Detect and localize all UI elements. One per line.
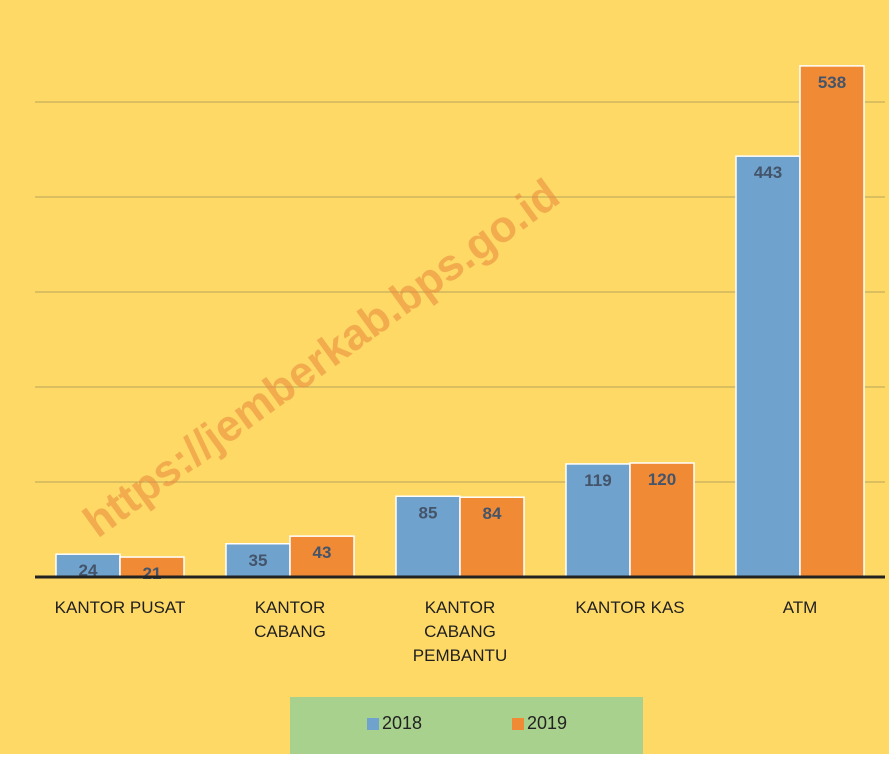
legend-label: 2018 — [382, 713, 423, 733]
data-label: 120 — [648, 470, 676, 489]
x-tick-label: KANTOR CABANG PEMBANTU — [412, 598, 508, 665]
x-tick-label: KANTOR KAS — [575, 598, 685, 617]
data-label: 24 — [79, 561, 98, 580]
legend-box — [290, 697, 643, 754]
x-tick-label: KANTOR PUSAT — [54, 598, 186, 617]
data-label: 443 — [754, 163, 782, 182]
data-label: 119 — [584, 471, 611, 490]
data-label: 43 — [313, 543, 332, 562]
data-label: 35 — [249, 551, 268, 570]
bar — [565, 463, 631, 578]
data-label: 84 — [483, 504, 502, 523]
bar — [459, 496, 525, 578]
data-label: 538 — [818, 73, 846, 92]
bar — [629, 462, 695, 578]
x-tick-label: KANTOR CABANG — [254, 598, 326, 641]
legend-label: 2019 — [527, 713, 568, 733]
x-tick-label: ATM — [782, 598, 818, 617]
bar — [799, 65, 865, 578]
data-label: 85 — [419, 503, 438, 522]
bar — [395, 495, 461, 578]
legend-swatch — [512, 718, 524, 730]
data-label: 21 — [143, 564, 162, 583]
bar — [735, 155, 801, 578]
bar — [289, 535, 355, 578]
legend-swatch — [367, 718, 379, 730]
